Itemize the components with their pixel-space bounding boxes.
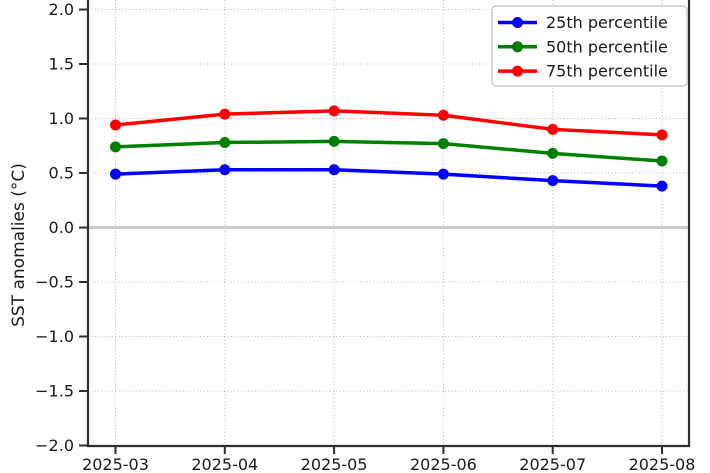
- series-line-25th-percentile: [113, 167, 664, 188]
- x-tick-label: 2025-07: [519, 455, 586, 473]
- data-point: [219, 108, 231, 120]
- y-tick-label: −0.5: [35, 273, 74, 292]
- y-tick-label: −1.0: [35, 327, 74, 346]
- data-point: [547, 123, 559, 135]
- series-line-50th-percentile: [113, 139, 664, 163]
- x-tick-label: 2025-04: [191, 455, 258, 473]
- data-point: [547, 147, 559, 159]
- x-tick-label: 2025-06: [410, 455, 477, 473]
- data-point: [328, 164, 340, 176]
- data-point: [328, 135, 340, 147]
- y-tick-label: 1.5: [49, 55, 74, 74]
- legend-box: [491, 5, 688, 87]
- data-point: [437, 138, 449, 150]
- data-point: [219, 136, 231, 148]
- data-point: [110, 119, 121, 131]
- data-point: [328, 105, 340, 117]
- data-point: [110, 141, 121, 153]
- legend-sample-marker: [512, 17, 523, 28]
- y-axis-label: SST anomalies (°C): [9, 163, 29, 327]
- y-tick-label: 0.5: [49, 164, 74, 183]
- data-point: [656, 129, 668, 141]
- data-point: [110, 168, 121, 180]
- legend-item-label: 50th percentile: [546, 37, 668, 56]
- data-point: [437, 168, 449, 180]
- y-tick-label: 1.0: [49, 109, 74, 128]
- data-point: [547, 175, 559, 187]
- y-tick-label: 2.0: [49, 0, 74, 19]
- x-tick-label: 2025-05: [301, 455, 368, 473]
- y-tick-label: −1.5: [35, 382, 74, 401]
- data-point: [656, 180, 668, 192]
- data-point: [656, 155, 668, 167]
- legend-item-label: 25th percentile: [546, 13, 668, 32]
- legend-item-label: 75th percentile: [546, 62, 668, 81]
- data-point: [437, 109, 449, 121]
- legend-sample-marker: [512, 65, 523, 77]
- legend-sample-marker: [512, 41, 523, 53]
- series-line-75th-percentile: [113, 109, 664, 137]
- y-tick-label: −2.0: [35, 436, 74, 455]
- data-point: [219, 164, 231, 176]
- x-tick-label: 2025-03: [82, 455, 149, 473]
- y-tick-label: 0.0: [49, 218, 74, 237]
- x-tick-label: 2025-08: [629, 455, 696, 473]
